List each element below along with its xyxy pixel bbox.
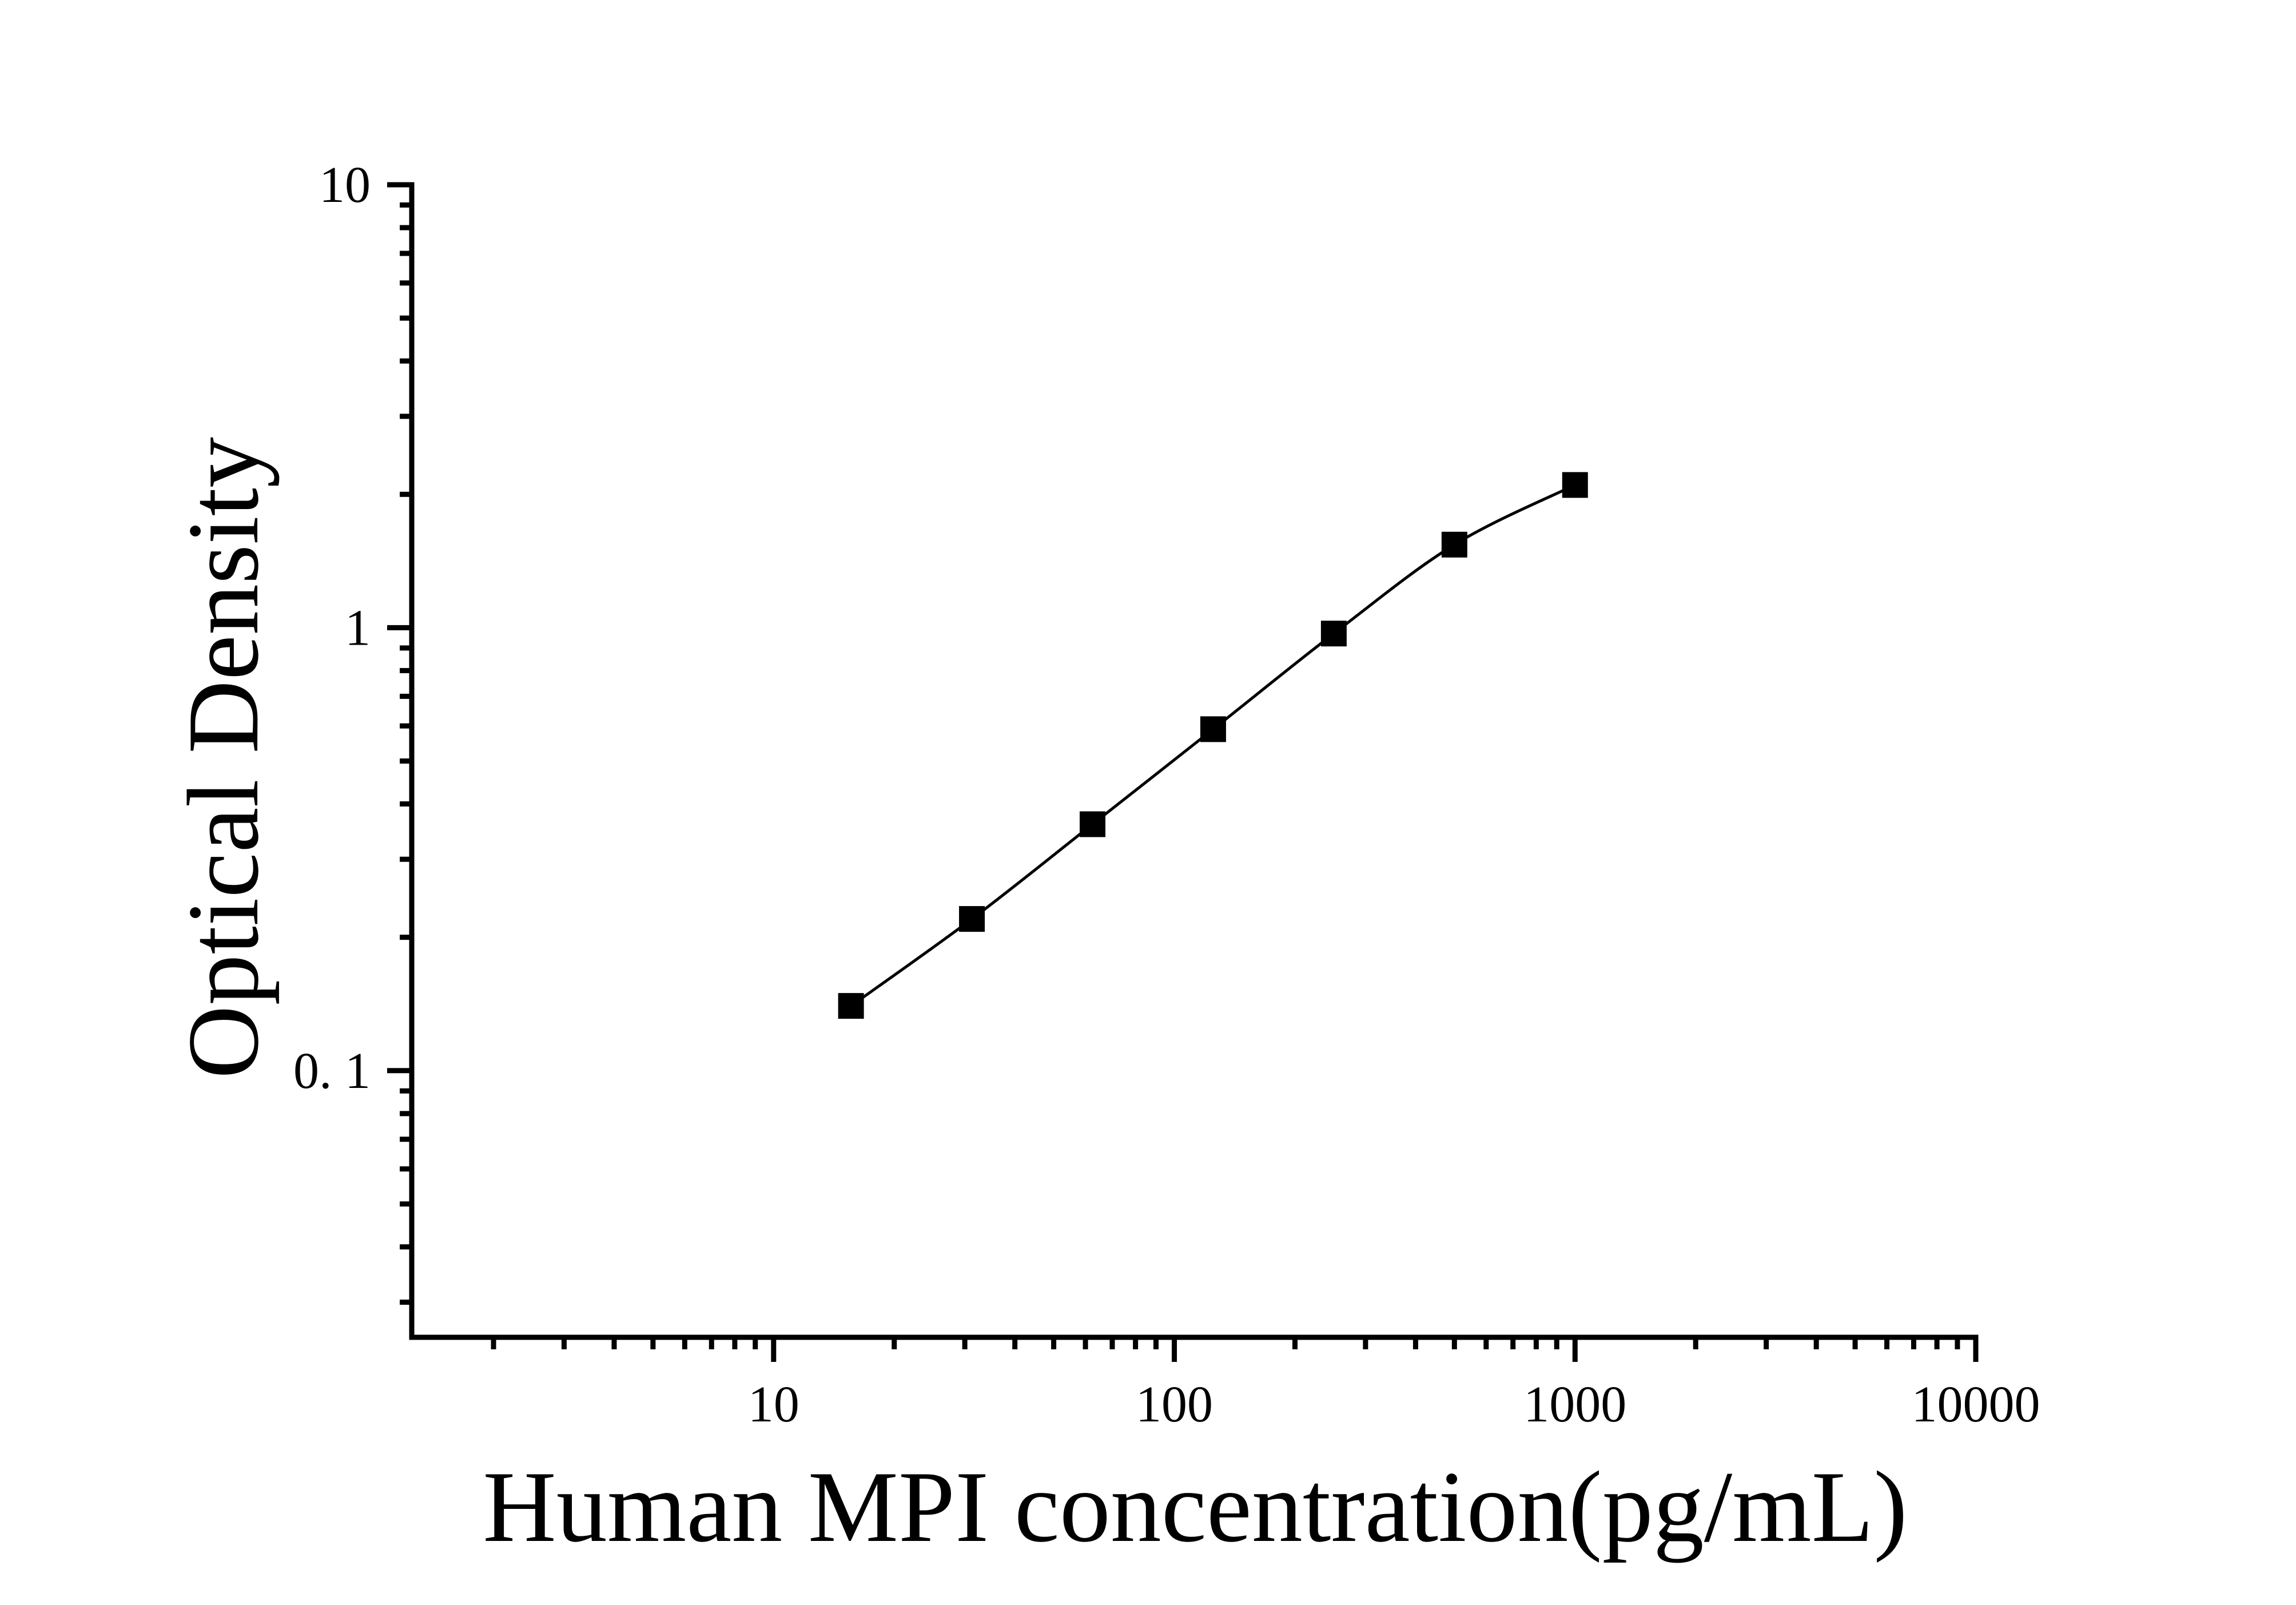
x-tick-labels: 10 100 1000 10000 xyxy=(748,1376,2040,1433)
y-axis-title: Optical Density xyxy=(166,437,280,1079)
y-tick-label: 0. 1 xyxy=(293,1043,371,1099)
x-axis-title: Human MPI concentration(pg/mL) xyxy=(483,1450,1907,1563)
y-tick-label: 1 xyxy=(345,599,371,656)
data-point-square xyxy=(838,993,864,1019)
x-tick-label: 10000 xyxy=(1912,1376,2040,1433)
data-point-square xyxy=(1080,811,1106,837)
data-point-square xyxy=(1441,531,1467,558)
y-tick-label: 10 xyxy=(319,157,371,213)
data-points xyxy=(838,472,1588,1019)
x-tick-label: 100 xyxy=(1136,1376,1213,1433)
x-tick-label: 1000 xyxy=(1523,1376,1626,1433)
data-point-square xyxy=(1320,621,1347,647)
x-tick-label: 10 xyxy=(748,1376,799,1433)
axes xyxy=(387,182,1979,1362)
y-tick-labels: 10 1 0. 1 xyxy=(293,157,371,1099)
data-point-square xyxy=(959,906,985,932)
data-point-square xyxy=(1562,472,1588,498)
data-point-square xyxy=(1200,716,1226,742)
